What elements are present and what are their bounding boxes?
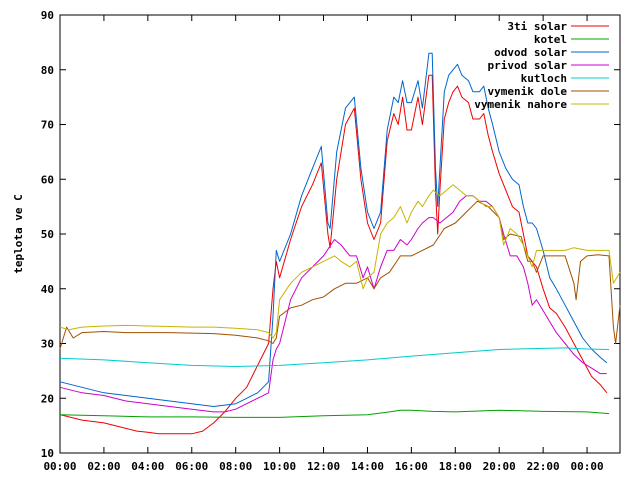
y-tick-label: 70 [41, 119, 54, 132]
x-tick-label: 10:00 [263, 460, 296, 473]
x-tick-label: 14:00 [351, 460, 384, 473]
x-tick-label: 02:00 [87, 460, 120, 473]
y-tick-label: 30 [41, 338, 54, 351]
legend-label: vymenik dole [488, 85, 568, 98]
series-line-kotel [59, 409, 610, 418]
series-layer [59, 52, 621, 435]
series-line-privod-solar [59, 195, 607, 413]
x-tick-label: 00:00 [43, 460, 76, 473]
x-tick-label: 00:00 [570, 460, 603, 473]
series-line-3ti-solar [59, 74, 608, 435]
x-axis: 00:00 02:00 04:00 06:00 08:00 10:00 12:00 14:00… [43, 15, 604, 473]
y-axis-label: teplota ve C [12, 194, 25, 273]
x-tick-label: 20:00 [483, 460, 516, 473]
y-tick-label: 20 [41, 392, 54, 405]
series-line-vymenik-dole [59, 200, 621, 350]
legend-label: 3ti solar [507, 20, 567, 33]
y-tick-label: 40 [41, 283, 54, 296]
y-tick-label: 10 [41, 447, 54, 460]
legend-label: odvod solar [494, 46, 567, 59]
y-axis: 10 20 30 40 50 60 70 80 90 [41, 9, 620, 460]
legend-label: kutloch [521, 72, 567, 85]
series-line-vymenik-nahore [59, 184, 621, 339]
x-tick-label: 18:00 [439, 460, 472, 473]
x-tick-label: 12:00 [307, 460, 340, 473]
legend-label: vymenik nahore [474, 98, 567, 111]
y-tick-label: 50 [41, 228, 54, 241]
y-tick-label: 90 [41, 9, 54, 22]
x-tick-label: 22:00 [527, 460, 560, 473]
x-tick-label: 06:00 [175, 460, 208, 473]
series-line-kutloch [59, 347, 610, 367]
x-tick-label: 16:00 [395, 460, 428, 473]
x-tick-label: 08:00 [219, 460, 252, 473]
x-tick-label: 04:00 [131, 460, 164, 473]
legend-label: kotel [534, 33, 567, 46]
y-tick-label: 80 [41, 64, 54, 77]
legend-label: privod solar [488, 59, 568, 72]
y-tick-label: 60 [41, 173, 54, 186]
series-line-odvod-solar [59, 52, 608, 407]
